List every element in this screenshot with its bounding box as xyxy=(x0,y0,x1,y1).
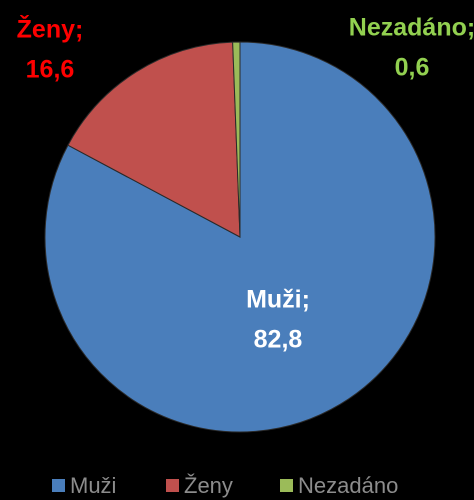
legend-label: Muži xyxy=(70,473,116,498)
legend-swatch xyxy=(280,479,293,492)
legend-swatch xyxy=(52,479,65,492)
data-label-name: Muži; xyxy=(246,286,310,314)
data-label-name: Ženy; xyxy=(17,14,84,44)
data-label: 0,6 xyxy=(395,54,430,82)
legend-swatch xyxy=(166,479,179,492)
legend-label: Nezadáno xyxy=(298,473,398,498)
pie-slice xyxy=(232,41,241,238)
pie-slice xyxy=(67,41,241,238)
data-label-name: Nezadáno; xyxy=(349,14,474,42)
data-label: 16,6 xyxy=(26,56,75,84)
legend-label: Ženy xyxy=(184,473,233,498)
data-label: 82,8 xyxy=(254,326,303,354)
